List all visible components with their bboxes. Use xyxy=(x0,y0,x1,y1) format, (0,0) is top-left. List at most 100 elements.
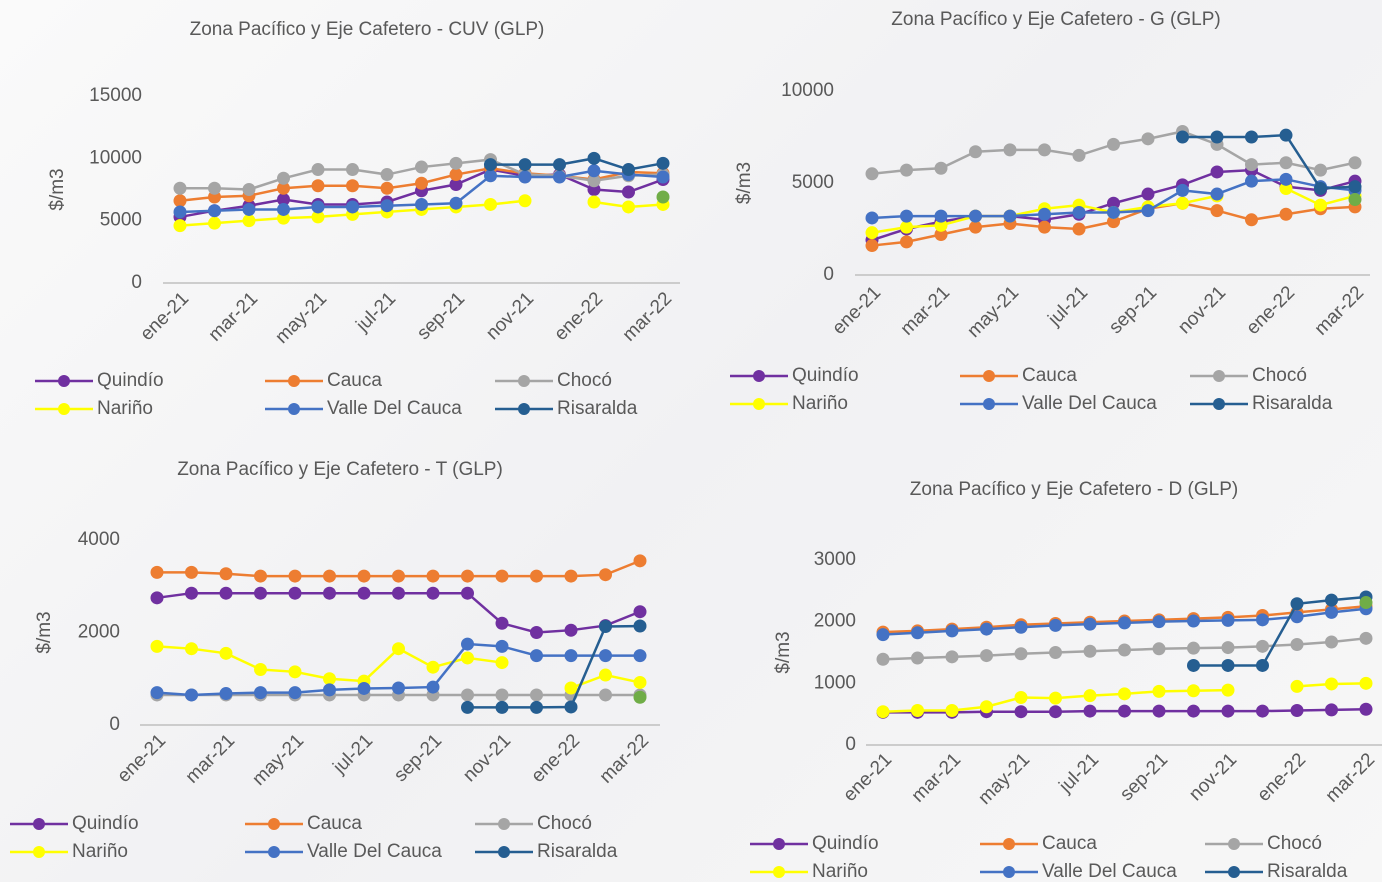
line-chart: Zona Pacífico y Eje Cafetero - D (GLP) $/… xyxy=(750,479,1382,882)
legend-label: Valle Del Cauca xyxy=(1042,861,1177,882)
data-point xyxy=(1359,676,1373,690)
data-point xyxy=(1152,684,1166,698)
x-tick-label: ene-22 xyxy=(1253,749,1310,806)
legend-item: Risaralda xyxy=(1205,861,1348,882)
data-point xyxy=(622,185,635,199)
data-point xyxy=(656,170,670,184)
data-point xyxy=(587,151,601,165)
data-point xyxy=(1049,618,1062,632)
y-tick-label: 10000 xyxy=(781,80,834,101)
y-tick-label: 0 xyxy=(823,264,834,285)
line-chart: Zona Pacífico y Eje Cafetero - G (GLP) $/… xyxy=(730,9,1370,414)
data-point xyxy=(1014,620,1028,634)
line-chart: Zona Pacífico y Eje Cafetero - T (GLP) $/… xyxy=(10,459,660,862)
x-tick-label: ene-21 xyxy=(136,288,193,345)
data-point xyxy=(1118,616,1131,630)
data-point xyxy=(553,158,566,172)
chart-title: Zona Pacífico y Eje Cafetero - T (GLP) xyxy=(177,459,503,480)
data-point xyxy=(599,568,612,582)
x-tick-label: nov-21 xyxy=(1174,282,1230,338)
data-point xyxy=(1279,172,1293,186)
y-tick-label: 1000 xyxy=(814,672,856,693)
data-point xyxy=(633,554,647,568)
y-tick-label: 3000 xyxy=(814,549,856,570)
legend-label: Risaralda xyxy=(537,841,618,862)
data-point xyxy=(1290,637,1304,651)
y-tick-label: 0 xyxy=(109,714,120,735)
data-point xyxy=(277,171,290,185)
data-point xyxy=(1314,198,1327,212)
data-point xyxy=(865,167,879,181)
data-point xyxy=(1083,644,1097,658)
legend-item: Nariño xyxy=(750,861,868,882)
data-point xyxy=(900,163,913,177)
data-point xyxy=(288,586,302,600)
legend-label: Nariño xyxy=(72,841,128,862)
data-point xyxy=(1049,691,1062,705)
data-point xyxy=(656,156,670,170)
y-axis-label: $/m3 xyxy=(34,611,55,653)
legend-marker xyxy=(58,375,70,387)
data-point xyxy=(1290,597,1304,611)
legend-label: Chocó xyxy=(1267,833,1322,854)
legend-item: Chocó xyxy=(475,813,592,834)
data-point xyxy=(587,164,601,178)
data-point xyxy=(392,569,405,583)
x-tick-label: sep-21 xyxy=(1116,749,1172,805)
data-point xyxy=(346,200,359,214)
data-point xyxy=(1118,704,1131,718)
legend-marker xyxy=(753,398,765,410)
data-point xyxy=(599,619,612,633)
data-point xyxy=(633,619,647,633)
data-point xyxy=(1072,222,1086,236)
data-point xyxy=(185,565,198,579)
data-point xyxy=(173,181,187,195)
legend-item: Quindío xyxy=(35,370,164,391)
legend-item: Valle Del Cauca xyxy=(245,841,442,862)
legend-item: Nariño xyxy=(730,393,848,414)
data-point xyxy=(1359,596,1373,610)
data-point xyxy=(1314,182,1327,196)
chart-title: Zona Pacífico y Eje Cafetero - G (GLP) xyxy=(891,9,1220,30)
x-tick-label: ene-21 xyxy=(828,282,885,339)
legend-item: Cauca xyxy=(245,813,362,834)
data-point xyxy=(530,649,543,663)
y-tick-label: 2000 xyxy=(814,611,856,632)
data-point xyxy=(357,586,371,600)
x-tick-label: ene-22 xyxy=(1242,282,1299,339)
data-point xyxy=(1141,187,1155,201)
data-point xyxy=(1083,617,1097,631)
data-point xyxy=(945,703,959,717)
legend-label: Nariño xyxy=(812,861,868,882)
data-point xyxy=(449,156,463,170)
data-point xyxy=(449,178,463,192)
y-tick-label: 0 xyxy=(131,272,142,293)
legend-marker xyxy=(753,370,765,382)
legend-label: Quindío xyxy=(792,365,859,386)
data-point xyxy=(518,158,532,172)
data-point xyxy=(392,586,405,600)
data-point xyxy=(1290,679,1304,693)
data-point xyxy=(1176,196,1189,210)
data-point xyxy=(1049,705,1062,719)
data-point xyxy=(969,220,982,234)
legend-marker xyxy=(58,403,70,415)
data-point xyxy=(150,686,164,700)
legend-marker xyxy=(288,403,300,415)
data-point xyxy=(150,639,164,653)
data-point xyxy=(323,672,336,686)
data-point xyxy=(1152,615,1166,629)
legend-label: Cauca xyxy=(327,370,382,391)
data-point xyxy=(1014,705,1028,719)
x-tick-label: mar-21 xyxy=(908,749,965,806)
x-tick-label: sep-21 xyxy=(1105,282,1161,338)
series-line xyxy=(490,157,664,171)
data-point xyxy=(1003,143,1017,157)
data-point xyxy=(599,649,612,663)
y-axis-label: $/m3 xyxy=(734,162,755,204)
data-point xyxy=(484,169,497,183)
data-point xyxy=(587,195,601,209)
data-point xyxy=(980,622,993,636)
data-point xyxy=(461,586,474,600)
data-point xyxy=(495,688,509,702)
